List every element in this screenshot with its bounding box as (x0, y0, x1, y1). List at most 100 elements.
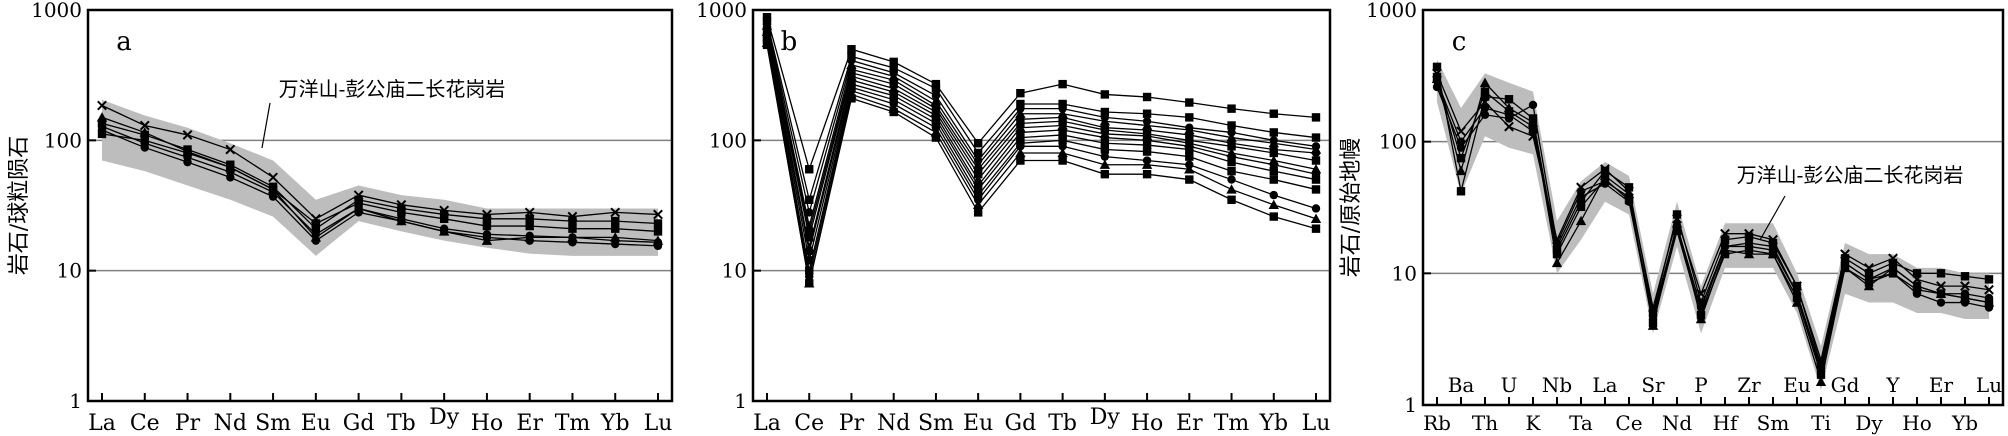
data-point (1480, 87, 1490, 96)
data-point (1311, 185, 1321, 194)
data-point (1479, 77, 1491, 87)
data-point (973, 139, 983, 148)
x-tick-label: La (88, 411, 116, 436)
data-point (1864, 262, 1874, 273)
panel-label: b (781, 27, 798, 57)
data-point (97, 100, 107, 111)
data-point (805, 195, 814, 204)
data-point (1575, 215, 1587, 226)
data-point (1768, 249, 1778, 259)
x-tick-label: Eu (301, 411, 331, 436)
data-point (1269, 109, 1278, 118)
data-point (525, 214, 534, 224)
data-point (973, 148, 983, 158)
data-point (653, 219, 663, 228)
data-point (1269, 166, 1278, 176)
data-point (973, 208, 983, 217)
data-point (1268, 199, 1279, 210)
data-point (1528, 100, 1538, 110)
y-tick-label: 1 (69, 389, 82, 413)
data-point (1141, 159, 1153, 169)
data-point (1058, 142, 1067, 151)
series-8 (762, 32, 1321, 265)
x-tick-label: U (1501, 373, 1518, 397)
data-point (762, 40, 772, 50)
data-point (1576, 202, 1586, 212)
x-tick-label: Er (1176, 411, 1203, 436)
data-point (1100, 152, 1110, 161)
data-point (1672, 213, 1682, 224)
data-point (567, 232, 578, 242)
data-point (438, 226, 450, 236)
data-point (1504, 107, 1514, 116)
data-point (805, 279, 814, 288)
data-point (1100, 90, 1110, 99)
x-tick-label: Y (1885, 373, 1900, 397)
data-point (140, 136, 149, 145)
x-tick-label: Nd (1662, 411, 1693, 435)
data-point (1600, 174, 1610, 184)
data-point (1227, 157, 1236, 167)
data-point (1936, 269, 1946, 278)
data-point (931, 79, 941, 89)
series-line (766, 21, 1317, 203)
data-point (567, 211, 578, 222)
x-tick-label: Ce (1615, 411, 1642, 435)
x-tick-label: Ba (1448, 373, 1475, 397)
data-point (1058, 156, 1067, 165)
data-point (268, 172, 278, 183)
data-point (1058, 130, 1067, 140)
data-point (1456, 137, 1466, 146)
data-point (1744, 245, 1754, 255)
data-point (1480, 110, 1490, 119)
data-point (931, 133, 941, 142)
data-point (652, 235, 664, 245)
data-point (1142, 169, 1152, 179)
data-point (1864, 278, 1874, 287)
y-tick-label: 1 (734, 389, 747, 413)
data-point (1185, 152, 1194, 161)
series-line (766, 34, 1317, 252)
data-point (1142, 147, 1152, 156)
series-line (766, 38, 1317, 271)
data-point (973, 169, 983, 179)
data-point (439, 210, 449, 219)
data-point (931, 119, 941, 128)
data-point (931, 91, 941, 100)
y-tick-label: 10 (1392, 261, 1417, 285)
x-tick-label: Lu (644, 411, 673, 436)
data-point (1552, 249, 1562, 259)
data-point (139, 127, 150, 137)
x-tick-label: Nb (1542, 373, 1572, 397)
x-tick-label: Ce (794, 411, 824, 436)
data-point (1984, 284, 1994, 295)
data-point (482, 221, 492, 231)
data-point (889, 95, 898, 104)
data-point (1269, 175, 1278, 184)
x-tick-label: Zr (1737, 373, 1761, 397)
data-point (847, 45, 856, 54)
data-point (482, 209, 492, 220)
data-point (1456, 153, 1466, 163)
data-point (1227, 195, 1236, 204)
data-point (1984, 298, 1994, 307)
y-tick-label: 10 (57, 259, 82, 283)
data-point (1269, 190, 1278, 200)
series-line (101, 122, 659, 230)
annotation-leader (1759, 195, 1786, 241)
series-4 (762, 24, 1321, 236)
data-point (1016, 99, 1025, 109)
data-point (1815, 376, 1827, 387)
data-point (1269, 212, 1278, 221)
y-axis-label: 岩石/原始地幔 (1339, 138, 1364, 277)
x-tick-label: Sm (255, 411, 291, 436)
panel-label: a (116, 27, 132, 57)
data-point (268, 185, 278, 194)
data-point (1480, 92, 1490, 101)
series-line (101, 116, 659, 242)
data-point (311, 219, 321, 228)
x-tick-label: Ta (1569, 411, 1593, 435)
data-point (1455, 165, 1467, 176)
data-point (1624, 186, 1634, 197)
